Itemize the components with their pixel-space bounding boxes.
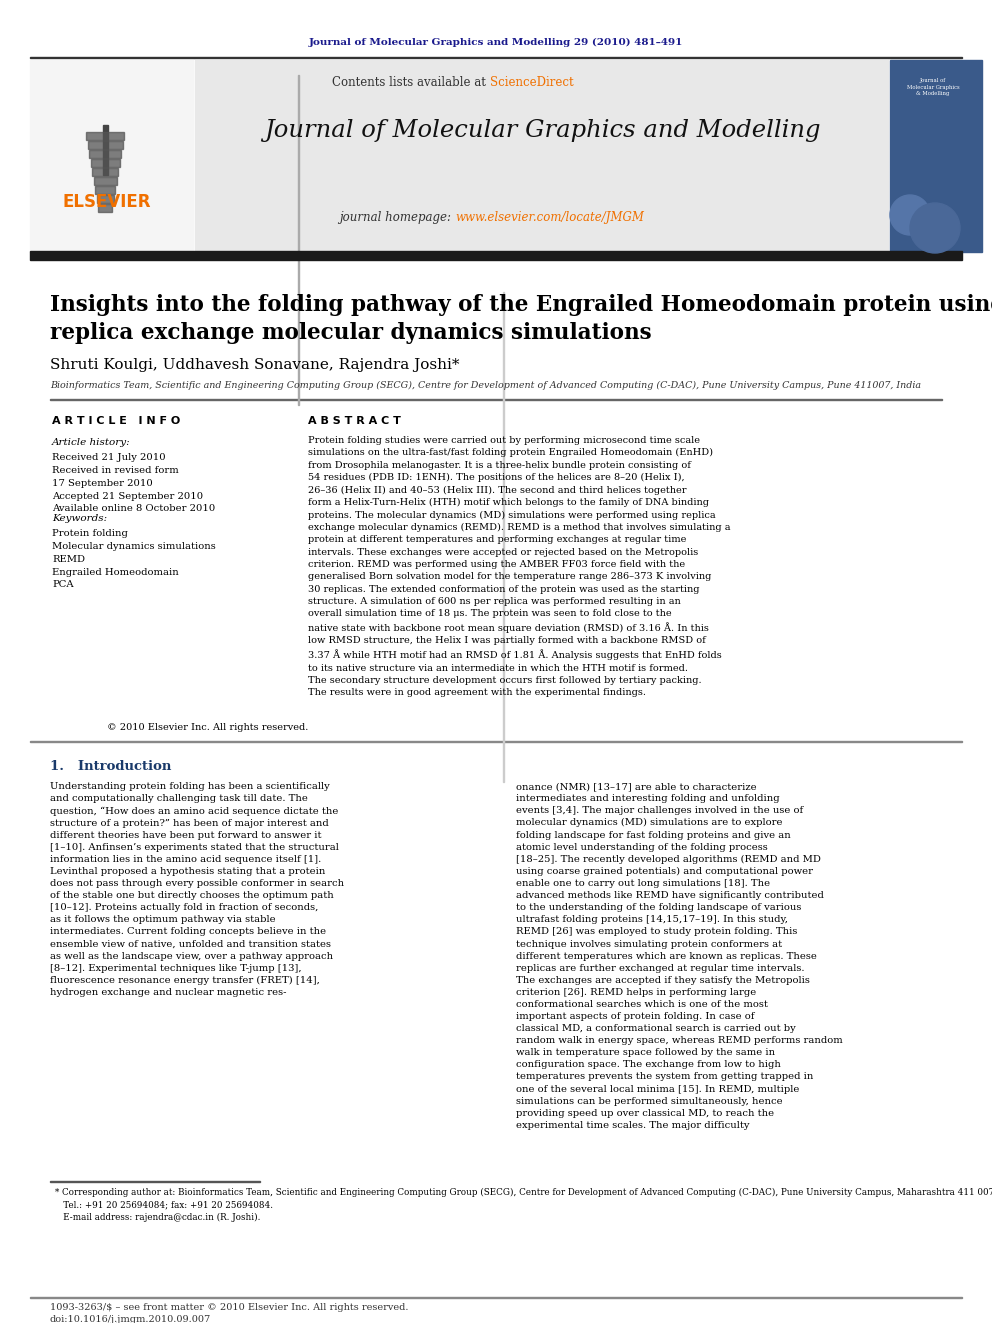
Text: Journal of Molecular Graphics and Modelling 29 (2010) 481–491: Journal of Molecular Graphics and Modell…	[309, 37, 683, 46]
Bar	[92, 168, 118, 176]
Text: © 2010 Elsevier Inc. All rights reserved.: © 2010 Elsevier Inc. All rights reserved…	[106, 722, 308, 732]
Text: Article history:: Article history:	[52, 438, 131, 447]
Text: Contents lists available at: Contents lists available at	[332, 75, 490, 89]
Text: Received 21 July 2010
Received in revised form
17 September 2010
Accepted 21 Sep: Received 21 July 2010 Received in revise…	[52, 452, 215, 513]
Circle shape	[890, 194, 930, 235]
Text: Insights into the folding pathway of the Engrailed Homeodomain protein using
rep: Insights into the folding pathway of the…	[50, 294, 992, 344]
Bar	[89, 149, 121, 157]
Text: ScienceDirect: ScienceDirect	[490, 75, 573, 89]
Bar	[890, 60, 982, 251]
Text: Keywords:: Keywords:	[52, 515, 107, 523]
Text: Understanding protein folding has been a scientifically
and computationally chal: Understanding protein folding has been a…	[50, 782, 344, 998]
Bar	[95, 187, 115, 194]
Bar	[30, 251, 962, 261]
Text: www.elsevier.com/locate/JMGM: www.elsevier.com/locate/JMGM	[455, 212, 644, 225]
Bar	[503, 292, 504, 782]
Bar	[30, 60, 193, 251]
Text: Protein folding
Molecular dynamics simulations
REMD
Engrailed Homeodomain
PCA: Protein folding Molecular dynamics simul…	[52, 529, 215, 590]
Bar	[91, 159, 120, 167]
Bar	[88, 142, 123, 149]
Bar	[94, 177, 117, 185]
Text: Bioinformatics Team, Scientific and Engineering Computing Group (SECG), Centre f: Bioinformatics Team, Scientific and Engi…	[50, 381, 921, 390]
Text: 1.   Introduction: 1. Introduction	[50, 759, 172, 773]
Text: onance (NMR) [13–17] are able to characterize
intermediates and interesting fold: onance (NMR) [13–17] are able to charact…	[516, 782, 843, 1130]
Text: Shruti Koulgi, Uddhavesh Sonavane, Rajendra Joshi*: Shruti Koulgi, Uddhavesh Sonavane, Rajen…	[50, 359, 459, 372]
Bar	[97, 194, 114, 202]
Bar	[98, 204, 112, 212]
Bar	[195, 60, 888, 251]
Bar	[86, 132, 124, 140]
Text: Protein folding studies were carried out by performing microsecond time scale
si: Protein folding studies were carried out…	[308, 437, 730, 697]
Text: A B S T R A C T: A B S T R A C T	[308, 415, 401, 426]
Text: ELSEVIER: ELSEVIER	[62, 193, 151, 210]
Circle shape	[910, 202, 960, 253]
Bar	[103, 124, 108, 175]
Text: A R T I C L E   I N F O: A R T I C L E I N F O	[52, 415, 181, 426]
Text: 1093-3263/$ – see front matter © 2010 Elsevier Inc. All rights reserved.
doi:10.: 1093-3263/$ – see front matter © 2010 El…	[50, 1303, 409, 1323]
Text: Journal of
Molecular Graphics
& Modelling: Journal of Molecular Graphics & Modellin…	[907, 78, 959, 97]
Bar	[30, 57, 962, 58]
Text: journal homepage:: journal homepage:	[339, 212, 455, 225]
Text: * Corresponding author at: Bioinformatics Team, Scientific and Engineering Compu: * Corresponding author at: Bioinformatic…	[55, 1188, 992, 1221]
Text: Journal of Molecular Graphics and Modelling: Journal of Molecular Graphics and Modell…	[264, 119, 820, 142]
